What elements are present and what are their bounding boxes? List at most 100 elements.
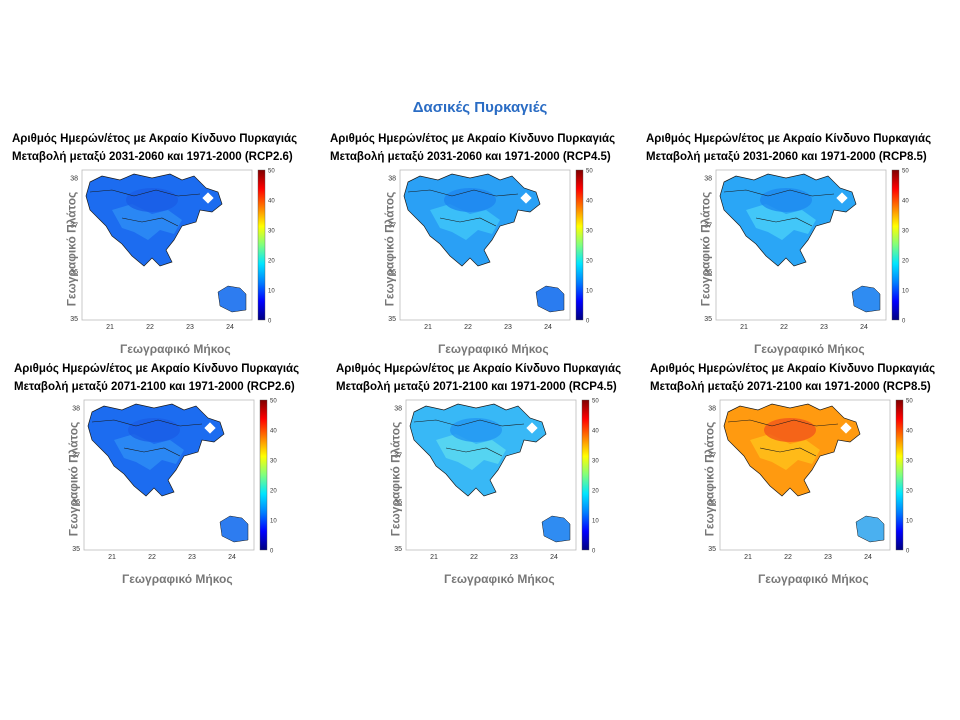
panel-title: Αριθμός Ημερών/έτος με Ακραίο Κίνδυνο Πυ… (14, 360, 299, 396)
lat-tick-label: 35 (708, 546, 716, 553)
colorbar-tick-label: 10 (902, 289, 909, 295)
y-axis-label: Γεωγραφικό Πλάτος (382, 191, 397, 307)
colorbar-tick-label: 50 (592, 399, 599, 405)
colorbar-tick-label: 40 (268, 199, 275, 205)
panel-title: Αριθμός Ημερών/έτος με Ακραίο Κίνδυνο Πυ… (646, 130, 931, 166)
panel-title-line2: Μεταβολή μεταξύ 2071-2100 και 1971-2000 … (336, 381, 617, 393)
lon-tick-label: 23 (824, 554, 832, 561)
lat-tick-label: 38 (72, 405, 80, 412)
colorbar-tick-label: 10 (906, 519, 913, 525)
map-panel: Αριθμός Ημερών/έτος με Ακραίο Κίνδυνο Πυ… (650, 360, 960, 590)
lon-tick-label: 22 (146, 324, 154, 331)
hotspot-region (128, 418, 180, 442)
colorbar-tick-label: 40 (906, 429, 913, 435)
colorbar-tick-label: 30 (906, 459, 913, 465)
lon-tick-label: 23 (186, 324, 194, 331)
hotspot-region (450, 418, 502, 442)
lon-tick-label: 23 (188, 554, 196, 561)
colorbar-tick-label: 30 (270, 459, 277, 465)
border-lines (89, 189, 201, 227)
x-axis-label: Γεωγραφικό Μήκος (120, 342, 231, 356)
lat-tick-label: 38 (70, 175, 78, 182)
map-panel: Αριθμός Ημερών/έτος με Ακραίο Κίνδυνο Πυ… (14, 360, 324, 590)
colorbar-tick-label: 50 (906, 399, 913, 405)
map-panel: Αριθμός Ημερών/έτος με Ακραίο Κίνδυνο Πυ… (330, 130, 640, 360)
colorbar-tick-label: 0 (902, 319, 906, 325)
border-lines (723, 189, 835, 227)
hotspot-region (764, 418, 816, 442)
panel-title-line2: Μεταβολή μεταξύ 2031-2060 και 1971-2000 … (646, 151, 927, 163)
lon-tick-label: 21 (108, 554, 116, 561)
map-figure: 35 36 37 38 21 22 23 24 0 10 20 30 40 50 (72, 399, 277, 562)
panel-title-line1: Αριθμός Ημερών/έτος με Ακραίο Κίνδυνο Πυ… (12, 133, 298, 145)
map-figure: 35 36 37 38 21 22 23 24 0 10 20 30 40 50 (394, 399, 599, 562)
inner-region (112, 204, 182, 240)
panel-title: Αριθμός Ημερών/έτος με Ακραίο Κίνδυνο Πυ… (336, 360, 621, 396)
colorbar-tick-label: 20 (268, 259, 275, 265)
lat-tick-label: 36 (70, 269, 78, 276)
lat-tick-label: 37 (72, 452, 80, 459)
colorbar-tick-label: 40 (592, 429, 599, 435)
map-panel: Αριθμός Ημερών/έτος με Ακραίο Κίνδυνο Πυ… (646, 130, 956, 360)
panel-title: Αριθμός Ημερών/έτος με Ακραίο Κίνδυνο Πυ… (12, 130, 297, 166)
panel-title-line1: Αριθμός Ημερών/έτος με Ακραίο Κίνδυνο Πυ… (330, 133, 616, 145)
lon-tick-label: 21 (430, 554, 438, 561)
lat-tick-label: 36 (394, 499, 402, 506)
inner-region (436, 434, 506, 470)
colorbar-tick-label: 20 (902, 259, 909, 265)
lon-tick-label: 22 (784, 554, 792, 561)
colorbar-tick-label: 30 (268, 229, 275, 235)
lat-tick-label: 35 (72, 546, 80, 553)
lon-tick-label: 23 (820, 324, 828, 331)
lat-tick-label: 38 (388, 175, 396, 182)
colorbar-tick-label: 10 (270, 519, 277, 525)
colorbar (895, 399, 904, 551)
colorbar-tick-label: 30 (902, 229, 909, 235)
lon-tick-label: 23 (510, 554, 518, 561)
lat-tick-label: 35 (704, 316, 712, 323)
border-lines (413, 419, 525, 457)
lat-tick-label: 35 (70, 316, 78, 323)
map-figure: 35 36 37 38 21 22 23 24 0 10 20 30 40 50 (388, 169, 593, 332)
colorbar-tick-label: 0 (906, 549, 910, 555)
y-axis-label: Γεωγραφικό Πλάτος (66, 421, 81, 537)
island-region (217, 285, 247, 313)
border-lines (727, 419, 839, 457)
colorbar-tick-label: 0 (270, 549, 274, 555)
island-region (219, 515, 249, 543)
lon-tick-label: 22 (470, 554, 478, 561)
panel-title-line2: Μεταβολή μεταξύ 2071-2100 και 1971-2000 … (14, 381, 295, 393)
lat-tick-label: 36 (708, 499, 716, 506)
lon-tick-label: 24 (228, 554, 236, 561)
hotspot-region (760, 188, 812, 212)
inner-region (750, 434, 820, 470)
lon-tick-label: 21 (744, 554, 752, 561)
colorbar (581, 399, 590, 551)
map-figure: 35 36 37 38 21 22 23 24 0 10 20 30 40 50 (704, 169, 909, 332)
colorbar-tick-label: 50 (270, 399, 277, 405)
lon-tick-label: 24 (544, 324, 552, 331)
colorbar (259, 399, 268, 551)
y-axis-label: Γεωγραφικό Πλάτος (702, 421, 717, 537)
lat-tick-label: 35 (388, 316, 396, 323)
colorbar-tick-label: 20 (270, 489, 277, 495)
island-region (541, 515, 571, 543)
map-figure: 35 36 37 38 21 22 23 24 0 10 20 30 40 50 (70, 169, 275, 332)
island-region (855, 515, 885, 543)
colorbar-tick-label: 20 (586, 259, 593, 265)
x-axis-label: Γεωγραφικό Μήκος (438, 342, 549, 356)
map-panel: Αριθμός Ημερών/έτος με Ακραίο Κίνδυνο Πυ… (336, 360, 646, 590)
colorbar-tick-label: 0 (592, 549, 596, 555)
hotspot-region (126, 188, 178, 212)
x-axis-label: Γεωγραφικό Μήκος (444, 572, 555, 586)
y-axis-label: Γεωγραφικό Πλάτος (698, 191, 713, 307)
lon-tick-label: 21 (106, 324, 114, 331)
colorbar (891, 169, 900, 321)
page-title: Δασικές Πυρκαγιές (412, 99, 548, 116)
border-lines (407, 189, 519, 227)
lon-tick-label: 24 (864, 554, 872, 561)
panel-title-line1: Αριθμός Ημερών/έτος με Ακραίο Κίνδυνο Πυ… (646, 133, 932, 145)
lon-tick-label: 22 (464, 324, 472, 331)
panel-title-line1: Αριθμός Ημερών/έτος με Ακραίο Κίνδυνο Πυ… (14, 363, 300, 375)
lon-tick-label: 24 (550, 554, 558, 561)
